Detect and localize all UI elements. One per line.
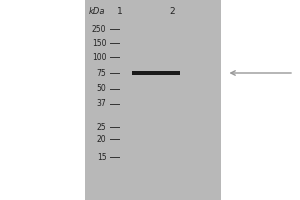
Text: 150: 150 <box>92 38 106 47</box>
Text: 20: 20 <box>97 134 106 144</box>
Text: 2: 2 <box>170 6 175 16</box>
Text: kDa: kDa <box>88 6 105 16</box>
Text: 1: 1 <box>117 6 123 16</box>
Text: 37: 37 <box>97 99 106 108</box>
Text: 50: 50 <box>97 84 106 93</box>
Bar <box>132 71 180 75</box>
Text: 100: 100 <box>92 52 106 62</box>
Text: 250: 250 <box>92 24 106 33</box>
Text: 25: 25 <box>97 122 106 132</box>
Text: 75: 75 <box>97 68 106 77</box>
Bar <box>85 0 220 200</box>
Text: 15: 15 <box>97 152 106 162</box>
